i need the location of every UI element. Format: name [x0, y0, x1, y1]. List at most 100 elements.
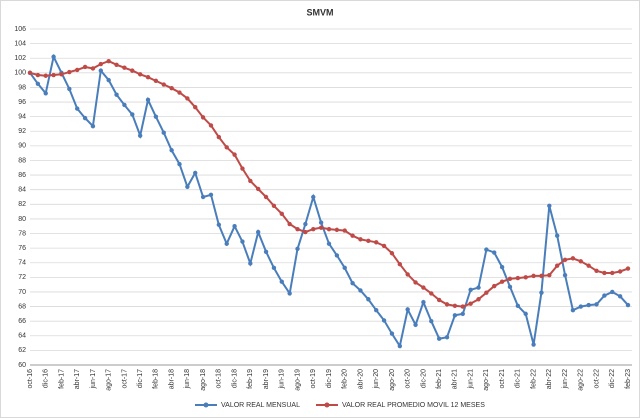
point	[492, 250, 497, 255]
point	[523, 275, 528, 280]
x-tick-label: feb-22	[530, 369, 537, 389]
point	[67, 69, 72, 75]
point	[255, 229, 261, 235]
x-tick-label: abr-21	[452, 369, 459, 389]
point	[216, 134, 222, 140]
point	[59, 72, 64, 77]
point	[311, 194, 316, 200]
point	[562, 257, 568, 263]
point	[594, 268, 599, 273]
point	[374, 308, 379, 313]
y-tick-label: 96	[18, 99, 26, 106]
point	[617, 294, 623, 299]
point	[334, 227, 340, 233]
point	[208, 192, 214, 198]
point	[358, 237, 363, 242]
point	[452, 313, 458, 318]
x-tick-label: feb-18	[153, 369, 160, 389]
point	[43, 91, 48, 96]
point	[578, 259, 583, 264]
point	[484, 247, 489, 252]
point	[114, 92, 119, 97]
point	[200, 194, 206, 200]
x-tick-label: dic-17	[137, 369, 144, 388]
x-tick-label: ago-17	[106, 369, 113, 391]
point	[476, 285, 481, 290]
legend-label: VALOR REAL PROMEDIO MOVIL 12 MESES	[342, 402, 485, 409]
point	[271, 265, 277, 271]
x-tick-label: jun-19	[279, 369, 286, 390]
point	[248, 178, 253, 184]
point	[539, 273, 544, 279]
point	[397, 262, 403, 267]
point	[287, 291, 292, 296]
point	[484, 290, 489, 295]
point	[554, 233, 560, 238]
x-tick-label: feb-19	[247, 369, 254, 389]
point	[570, 308, 576, 313]
point	[185, 184, 190, 189]
y-tick-label: 80	[18, 216, 26, 223]
point	[153, 114, 159, 119]
point	[240, 239, 245, 244]
point	[586, 302, 591, 308]
point	[263, 194, 269, 200]
point	[610, 270, 615, 276]
point	[279, 211, 284, 216]
point	[295, 246, 300, 252]
y-tick-label: 106	[14, 26, 26, 33]
point	[507, 276, 513, 282]
point	[43, 73, 48, 78]
point	[51, 72, 56, 78]
x-tick-label: oct-19	[310, 369, 317, 389]
x-tick-label: jun-18	[184, 369, 191, 390]
point	[594, 302, 599, 307]
point	[161, 130, 166, 135]
y-tick-label: 90	[18, 143, 26, 150]
point	[499, 279, 505, 284]
legend-marker	[324, 402, 330, 408]
y-tick-label: 82	[18, 201, 26, 208]
point	[499, 264, 505, 270]
point	[82, 115, 88, 121]
point	[531, 273, 536, 279]
point	[90, 66, 96, 71]
point	[145, 97, 151, 103]
point	[492, 283, 497, 289]
point	[311, 226, 316, 232]
point	[75, 106, 80, 111]
point	[106, 58, 111, 64]
point	[35, 81, 41, 86]
x-tick-label: jun-22	[562, 369, 569, 390]
point	[287, 221, 292, 227]
x-tick-label: oct-21	[499, 369, 506, 389]
point	[617, 269, 623, 274]
point	[515, 275, 521, 281]
x-tick-label: abr-20	[357, 369, 364, 389]
x-tick-label: dic-22	[609, 369, 616, 388]
point	[350, 233, 355, 238]
y-tick-label: 70	[18, 289, 26, 296]
y-tick-label: 62	[18, 347, 26, 354]
point	[177, 161, 182, 167]
point	[342, 228, 347, 233]
point	[381, 318, 387, 323]
point	[295, 226, 300, 232]
point	[610, 289, 615, 295]
point	[397, 343, 403, 349]
point	[145, 75, 151, 80]
point	[547, 203, 552, 208]
point	[232, 152, 237, 157]
point	[326, 241, 332, 246]
point	[98, 61, 104, 67]
point	[263, 249, 269, 254]
x-tick-label: ago-21	[483, 369, 490, 391]
x-tick-label: dic-21	[515, 369, 522, 388]
x-tick-label: ago-19	[294, 369, 301, 391]
point	[82, 64, 88, 70]
point	[137, 133, 143, 138]
x-tick-label: ago-20	[389, 369, 396, 391]
y-tick-label: 104	[14, 40, 26, 47]
point	[200, 115, 206, 120]
